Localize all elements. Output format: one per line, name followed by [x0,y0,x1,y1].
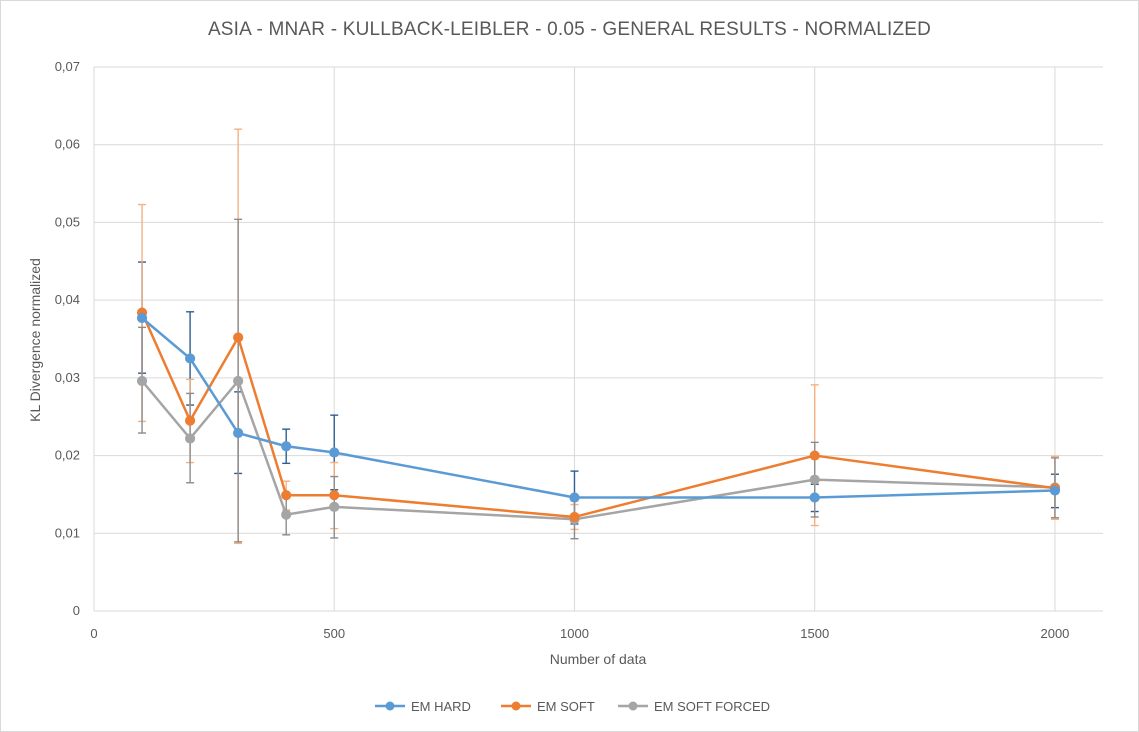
data-point [329,490,340,501]
series-points-layer [136,307,1061,525]
data-point [329,447,340,458]
data-point [184,353,196,364]
axis-layer: 0 0,01 0,02 0,03 0,04 0,05 0,06 0,07 0 500 1000 150… [55,59,1070,641]
legend-swatch-marker [511,701,521,711]
series-line [140,312,1056,519]
data-point [569,511,580,523]
series-line [141,379,1055,521]
data-point [233,375,244,387]
data-point [809,474,820,485]
data-point [233,427,244,439]
x-tick-label: 500 [323,626,345,641]
legend-swatch-marker [385,701,395,711]
data-point [329,501,340,512]
x-tick-label: 1500 [800,626,829,641]
series-lines-layer [140,312,1056,521]
grid-layer [93,66,1103,612]
x-tick-label: 0 [90,626,97,641]
data-point [1049,485,1061,496]
data-point [281,509,292,520]
y-tick-label: 0,02 [55,448,80,463]
data-point [184,415,196,426]
y-tick-label: 0,06 [55,137,80,152]
data-point [136,375,148,387]
data-point [809,492,820,503]
data-point [281,441,292,452]
legend-swatch-marker [628,701,638,711]
y-tick-label: 0,07 [55,59,80,74]
legend-label: EM SOFT FORCED [654,699,770,714]
y-axis-title: KL Divergence normalized [27,258,43,422]
y-tick-label: 0,03 [55,370,80,385]
legend-label: EM SOFT [537,699,595,714]
data-point [569,492,580,503]
data-point [809,450,820,461]
y-tick-label: 0,04 [55,292,80,307]
legend-label: EM HARD [411,699,471,714]
series-line [141,317,1055,499]
y-tick-label: 0 [73,603,80,618]
chart-title: ASIA - MNAR - KULLBACK-LEIBLER - 0.05 - … [207,19,932,40]
x-tick-label: 1000 [560,626,589,641]
data-point [281,490,292,501]
x-axis-title: Number of data [550,651,647,667]
data-point [184,433,196,444]
data-point [233,332,244,343]
y-tick-label: 0,05 [55,214,80,229]
y-tick-label: 0,01 [55,525,80,540]
x-tick-label: 2000 [1040,626,1069,641]
data-point [136,312,148,324]
error-bars-layer [138,128,1059,545]
legend: EM HARD EM SOFT EM SOFT FORCED [375,699,770,714]
